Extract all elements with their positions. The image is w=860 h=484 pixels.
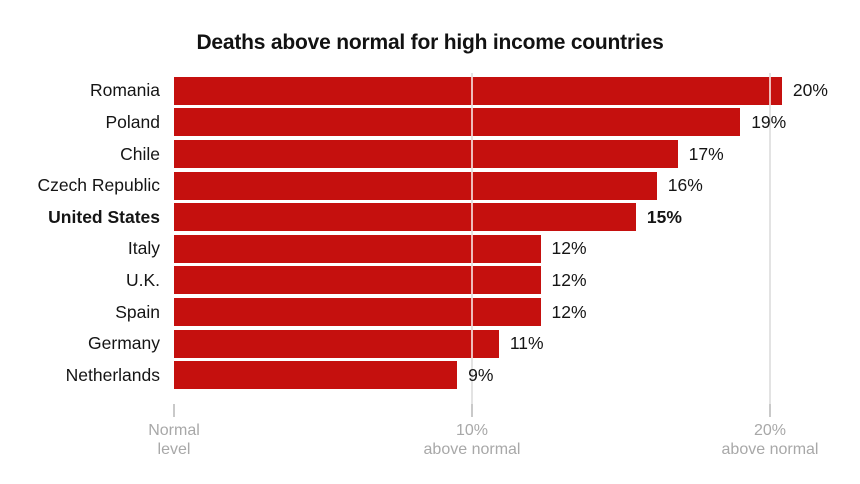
axis-tick-label-line: Normal <box>148 422 200 439</box>
value-label: 17% <box>688 143 724 164</box>
bar <box>174 108 741 137</box>
bar-row: Poland 19% <box>0 108 860 137</box>
value-label: 20% <box>792 80 828 101</box>
bar <box>174 140 678 168</box>
axis-tick-label-line: 20% <box>753 422 787 439</box>
axis-tick-label-line: above normal <box>721 441 819 458</box>
category-label: Romania <box>89 80 160 101</box>
category-label: U.K. <box>125 269 160 290</box>
axis-tick-label: 20% above normal <box>722 421 819 459</box>
gridline-overlay <box>471 108 473 137</box>
gridline-overlay <box>471 234 473 263</box>
bar <box>174 266 541 295</box>
gridline-overlay <box>471 171 473 200</box>
category-label: Spain <box>115 301 160 322</box>
bar <box>174 171 657 200</box>
bar-row: Chile 17% <box>0 140 860 168</box>
bar-row: Czech Republic 16% <box>0 171 860 200</box>
category-label: Germany <box>88 333 160 354</box>
bar-row: Romania 20% <box>0 76 860 105</box>
category-label: Poland <box>105 111 161 132</box>
value-label: 15% <box>646 206 682 227</box>
gridline-20pct <box>769 73 771 417</box>
bar-row: Germany 11% <box>0 329 860 358</box>
value-label: 11% <box>509 333 544 354</box>
bar-row: Spain 12% <box>0 298 860 326</box>
axis-tick-label: 10% above normal <box>424 421 521 459</box>
category-label: Netherlands <box>65 364 160 385</box>
bar <box>174 203 636 232</box>
bar-row: U.K. 12% <box>0 266 860 295</box>
bar <box>174 234 541 263</box>
axis-tick-label-line: level <box>157 441 191 458</box>
bar <box>174 329 499 358</box>
bar <box>174 298 541 326</box>
category-label: Italy <box>127 238 160 259</box>
value-label: 12% <box>551 301 587 322</box>
category-label: Chile <box>120 143 160 164</box>
gridline-overlay <box>471 329 473 358</box>
bar <box>174 76 782 105</box>
gridline-overlay <box>769 76 771 105</box>
bar-row: Italy 12% <box>0 234 860 263</box>
bar <box>174 361 458 390</box>
axis-tick <box>471 404 473 417</box>
gridline-overlay <box>471 140 473 168</box>
value-label: 12% <box>551 269 587 290</box>
bar-row: United States 15% <box>0 203 860 232</box>
value-label: 12% <box>551 238 587 259</box>
value-label: 16% <box>667 175 703 196</box>
category-label: United States <box>48 206 160 227</box>
axis-tick <box>173 404 175 417</box>
value-label: 9% <box>468 364 494 385</box>
gridline-overlay <box>471 266 473 295</box>
gridline-overlay <box>471 298 473 326</box>
axis-tick-label: Normal level <box>148 421 200 459</box>
axis-tick-label-line: 10% <box>455 422 489 439</box>
axis-tick <box>769 404 771 417</box>
bar-row: Netherlands 9% <box>0 361 860 390</box>
value-label: 19% <box>751 111 787 132</box>
gridline-overlay <box>471 76 473 105</box>
category-label: Czech Republic <box>37 175 160 196</box>
axis-tick-label-line: above normal <box>423 441 521 458</box>
gridline-overlay <box>471 203 473 232</box>
chart-title: Deaths above normal for high income coun… <box>196 31 664 54</box>
